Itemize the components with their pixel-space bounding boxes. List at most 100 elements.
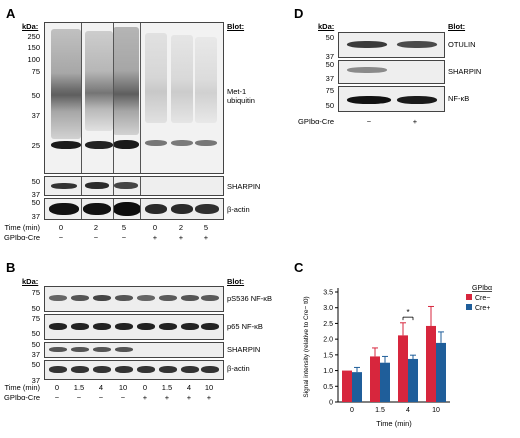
ubiquitin-band-25-lane-1	[51, 141, 81, 149]
ubiquitin-band-25-lane-2	[85, 141, 113, 149]
ubiquitin-band-25-lane-5	[171, 140, 193, 146]
panel-b-genotype-value: +	[142, 393, 148, 402]
ubiquitin-smear-lane-2	[85, 31, 113, 131]
panel-d-mw-marker: 50	[325, 60, 334, 69]
sharpin-band	[85, 182, 109, 189]
panel-b-mw-marker: 50	[31, 304, 40, 313]
panel-a-mw-marker: 50	[31, 177, 40, 186]
ubiquitin-smear-lane-6	[195, 37, 217, 123]
panel-a-actin-blot	[44, 198, 224, 220]
panel-d-otulin-label: OTULIN	[448, 40, 476, 49]
panel-c-bar-chart: 0 0.5 1.0 1.5 2.0 2.5 3.0 3.5 Signal intensity (…	[303, 285, 492, 428]
panel-a-actin-label: β-actin	[227, 205, 250, 214]
lane-divider	[81, 177, 82, 195]
panel-a-genotype-value: +	[203, 233, 209, 242]
actin-band	[201, 366, 219, 373]
panel-b-mw-marker: 37	[31, 350, 40, 359]
panel-d-kda-header: kDa:	[318, 22, 335, 31]
x-axis-label: Time (min)	[376, 419, 412, 428]
panel-a-sharpin-label: SHARPIN	[227, 182, 261, 191]
y-tick-label: 2.0	[323, 337, 333, 344]
lane-divider	[113, 23, 114, 173]
panel-a-ubiquitin-blot	[44, 22, 224, 174]
lane-divider	[140, 177, 141, 195]
lane-divider	[140, 23, 141, 173]
y-tick-label: 2.5	[323, 321, 333, 328]
panel-b-mw-marker: 37	[31, 376, 40, 385]
panel-d-mw-marker: 37	[325, 74, 334, 83]
panel-a-time-value: 2	[178, 223, 184, 232]
x-tick-label: 10	[432, 407, 440, 414]
nfkb-band	[397, 96, 437, 104]
sharpin-band	[114, 182, 138, 189]
panel-d-mw-marker: 75	[325, 86, 334, 95]
panel-a-genotype-label: GPIbα-Cre	[3, 233, 40, 242]
panel-a-blot-header: Blot:	[227, 22, 245, 31]
x-tick-label: 0	[350, 407, 354, 414]
lane-divider	[113, 177, 114, 195]
y-tick-label: 1.0	[323, 368, 333, 375]
panel-a-time-value: 5	[203, 223, 209, 232]
ps536-band	[201, 295, 219, 301]
panel-c-letter: C	[294, 260, 304, 275]
ubiquitin-band-25-lane-6	[195, 140, 217, 146]
panel-b-genotype-value: −	[76, 393, 82, 402]
panel-a-mw-marker: 37	[31, 212, 40, 221]
ubiquitin-smear-lane-4	[145, 33, 167, 123]
panel-b-p65-label: p65 NF-κB	[227, 322, 263, 331]
actin-band	[181, 366, 199, 373]
panel-b-time-value: 4	[98, 383, 104, 392]
panel-d-mw-marker: 37	[325, 52, 334, 61]
sharpin-band	[51, 183, 77, 189]
panel-d-genotype-value: +	[412, 117, 418, 126]
y-tick-label: 1.5	[323, 352, 333, 359]
legend-entry: Cre−	[475, 295, 490, 302]
panel-b-mw-marker: 75	[31, 314, 40, 323]
lane-divider	[81, 23, 82, 173]
panel-d-sharpin-blot	[338, 60, 445, 84]
panel-d-letter: D	[294, 6, 304, 21]
panel-a-mw-marker: 50	[31, 198, 40, 207]
sharpin-band	[71, 347, 89, 352]
panel-b-time-label: Time (min)	[4, 383, 40, 392]
p65-band	[201, 323, 219, 330]
panel-a-mw-marker: 75	[31, 67, 40, 76]
legend-title: GPIbα	[472, 285, 492, 292]
y-tick-label: 3.5	[323, 290, 333, 297]
panel-b-genotype-value: +	[206, 393, 212, 402]
panel-b-ps536-blot	[44, 286, 224, 312]
bar	[398, 335, 408, 402]
actin-band	[115, 366, 133, 373]
panel-a-time-value: 0	[152, 223, 158, 232]
panel-b-kda-header: kDa:	[22, 277, 39, 286]
bar	[408, 358, 418, 402]
ps536-band	[49, 295, 67, 301]
panel-a-genotype-value: −	[93, 233, 99, 242]
x-tick-label: 4	[406, 407, 410, 414]
ubiquitin-smear-lane-1	[51, 29, 81, 139]
panel-b-genotype-value: +	[164, 393, 170, 402]
sharpin-band	[93, 347, 111, 352]
y-tick-label: 3.0	[323, 305, 333, 312]
lane-divider	[113, 199, 114, 219]
panel-a-letter: A	[6, 6, 16, 21]
ps536-band	[137, 295, 155, 301]
ps536-band	[181, 295, 199, 301]
panel-b-time-value: 10	[204, 383, 214, 392]
bar	[342, 370, 352, 402]
p65-band	[181, 323, 199, 330]
panel-d-otulin-blot	[338, 32, 445, 58]
legend-swatch	[466, 304, 472, 310]
actin-band	[113, 202, 141, 216]
actin-band	[195, 204, 219, 214]
panel-b-mw-marker: 75	[31, 288, 40, 297]
panel-d-mw-marker: 50	[325, 33, 334, 42]
panel-a-genotype-value: −	[58, 233, 64, 242]
ubiquitin-label-text: Met-1 ubiquitin	[227, 87, 255, 105]
panel-b-letter: B	[6, 260, 16, 275]
ubiquitin-smear-lane-3	[113, 27, 139, 135]
actin-band	[159, 366, 177, 373]
panel-a-mw-marker: 37	[31, 190, 40, 199]
bar	[370, 356, 380, 402]
ubiquitin-smear-lane-5	[171, 35, 193, 123]
